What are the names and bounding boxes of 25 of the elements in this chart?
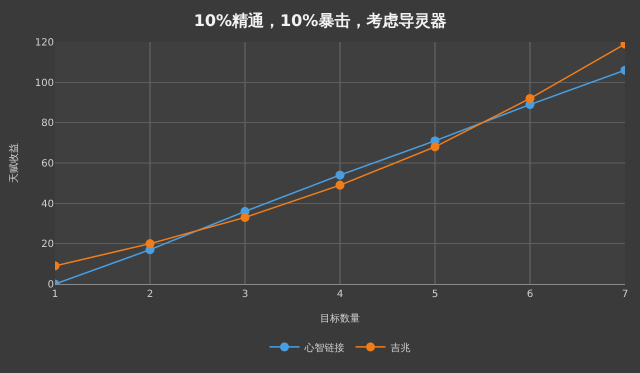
point [336,180,344,190]
point [336,170,344,180]
point [430,142,440,152]
x-tick-label: 1 [52,289,58,300]
legend-label: 吉兆 [390,342,410,354]
legend-label: 心智链接 [304,342,344,354]
y-tick-label: 100 [34,78,54,89]
y-axis-title: 天赋收益 [8,143,20,183]
x-tick-label: 5 [432,289,438,300]
point [146,239,154,248]
x-tick-label: 4 [336,289,344,300]
y-tick-label: 40 [41,198,54,210]
x-tick-label: 3 [242,289,248,300]
y-tick-label: 80 [41,118,54,130]
y-tick-label: 120 [34,38,54,48]
x-tick-label: 2 [146,289,154,300]
y-tick-label: 60 [41,158,54,170]
y-tick-label: 0 [48,280,54,290]
x-tick-label: 7 [622,289,628,300]
x-axis-title: 目标数量 [320,312,360,324]
chart-title: 10%精通，10%暴击，考虑导灵器 [194,11,446,30]
point [526,94,534,103]
y-tick-label: 20 [41,239,54,250]
x-tick-label: 6 [526,289,534,300]
point [240,212,250,222]
